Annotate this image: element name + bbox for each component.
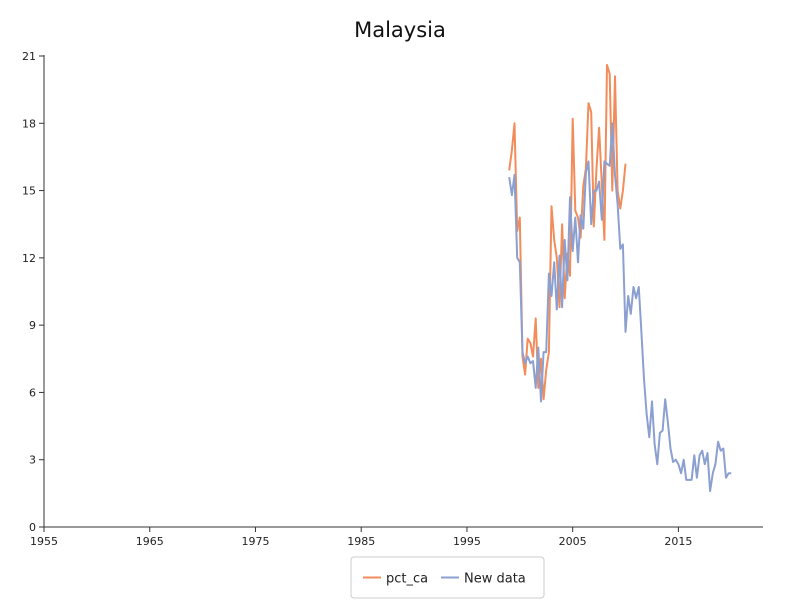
x-tick-label: 1965 [136, 535, 164, 548]
x-tick-label: 1955 [30, 535, 58, 548]
legend-label: New data [464, 572, 526, 587]
y-tick-label: 21 [22, 50, 36, 63]
y-tick-label: 6 [29, 386, 36, 399]
legend: pct_ca New data [350, 556, 545, 599]
x-tick-label: 1995 [453, 535, 481, 548]
series-line-new-data [508, 122, 732, 493]
x-tick-label: 2015 [664, 535, 692, 548]
x-tick-label: 1985 [347, 535, 375, 548]
y-tick-label: 3 [29, 454, 36, 467]
chart-title: Malaysia [354, 18, 446, 42]
y-tick-label: 12 [22, 252, 36, 265]
x-tick-label: 1975 [241, 535, 269, 548]
axes: 0 3 6 9 12 15 18 21 1955 1965 1975 1985 1995 2005 2015 [22, 50, 763, 548]
y-tick-label: 9 [29, 319, 36, 332]
series-line-pct-ca [508, 64, 627, 401]
x-tick-label: 2005 [559, 535, 587, 548]
y-tick-label: 18 [22, 117, 36, 130]
y-tick-label: 0 [29, 521, 36, 534]
plot-area [508, 64, 732, 493]
y-tick-label: 15 [22, 185, 36, 198]
legend-label: pct_ca [386, 572, 428, 587]
